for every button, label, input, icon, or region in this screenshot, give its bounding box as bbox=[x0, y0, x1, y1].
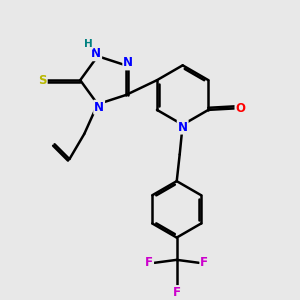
Text: N: N bbox=[123, 56, 133, 70]
Text: S: S bbox=[38, 74, 47, 87]
Text: O: O bbox=[236, 102, 245, 115]
Text: N: N bbox=[91, 47, 101, 60]
Text: H: H bbox=[84, 39, 92, 49]
Text: N: N bbox=[94, 101, 104, 114]
Text: F: F bbox=[145, 256, 153, 269]
Text: N: N bbox=[178, 121, 188, 134]
Text: F: F bbox=[173, 286, 181, 299]
Text: F: F bbox=[200, 256, 208, 269]
